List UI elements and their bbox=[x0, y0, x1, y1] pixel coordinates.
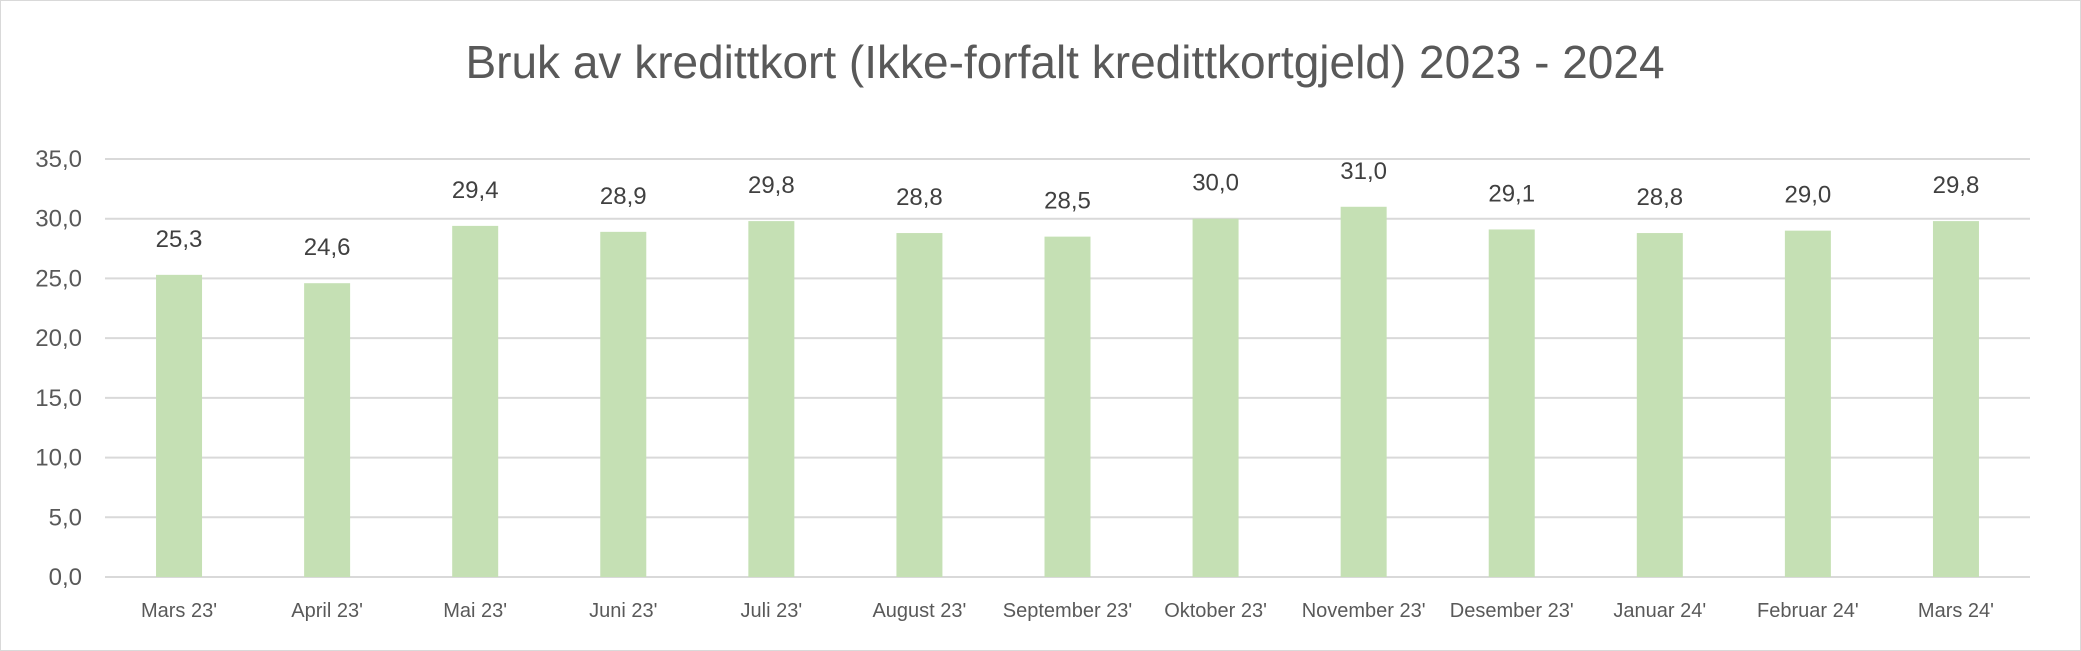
bar bbox=[452, 225, 499, 577]
x-tick-label: Oktober 23' bbox=[1164, 600, 1267, 622]
bar bbox=[896, 233, 943, 577]
bar bbox=[1488, 229, 1535, 577]
y-tick-label: 25,0 bbox=[35, 265, 82, 292]
bar bbox=[1340, 206, 1387, 577]
bar bbox=[156, 274, 203, 577]
chart-title: Bruk av kredittkort (Ikke-forfalt kredit… bbox=[465, 36, 1664, 88]
data-label: 28,5 bbox=[1044, 188, 1091, 215]
y-tick-label: 0,0 bbox=[49, 564, 82, 591]
data-label: 29,0 bbox=[1785, 182, 1832, 209]
x-tick-label: September 23' bbox=[1003, 600, 1132, 622]
x-tick-label: Mars 24' bbox=[1918, 600, 1994, 622]
bar bbox=[600, 231, 647, 577]
bar bbox=[748, 221, 795, 578]
x-tick-label: Juni 23' bbox=[589, 600, 657, 622]
x-tick-label: Desember 23' bbox=[1450, 600, 1574, 622]
data-label: 28,8 bbox=[896, 184, 943, 211]
data-label: 28,8 bbox=[1636, 184, 1683, 211]
x-tick-label: April 23' bbox=[291, 600, 363, 622]
y-tick-label: 10,0 bbox=[35, 445, 82, 472]
x-tick-label: August 23' bbox=[872, 600, 966, 622]
data-label: 29,8 bbox=[1933, 172, 1980, 199]
x-tick-label: Februar 24' bbox=[1757, 600, 1859, 622]
data-label: 29,8 bbox=[748, 172, 795, 199]
data-label: 30,0 bbox=[1192, 170, 1239, 197]
data-label: 29,1 bbox=[1488, 180, 1535, 207]
x-tick-label: November 23' bbox=[1302, 600, 1426, 622]
data-label: 29,4 bbox=[452, 177, 499, 204]
x-tick-label: Mai 23' bbox=[443, 600, 507, 622]
data-label: 25,3 bbox=[156, 226, 203, 253]
y-axis-tick-labels: 0,0 5,0 10,0 15,0 20,0 25,0 30,0 35,0 bbox=[35, 146, 82, 591]
y-tick-label: 35,0 bbox=[35, 146, 82, 173]
x-tick-label: Januar 24' bbox=[1613, 600, 1706, 622]
bar bbox=[1044, 236, 1091, 577]
y-tick-label: 30,0 bbox=[35, 206, 82, 233]
y-tick-label: 15,0 bbox=[35, 385, 82, 412]
data-labels: 25,3 24,6 29,4 28,9 29,8 28,8 28,5 30,0 31,0 29,1… bbox=[156, 158, 1980, 261]
x-tick-label: Mars 23' bbox=[141, 600, 217, 622]
y-tick-label: 20,0 bbox=[35, 325, 82, 352]
bar bbox=[1784, 230, 1831, 577]
data-label: 31,0 bbox=[1340, 158, 1387, 185]
bars bbox=[156, 206, 1979, 578]
bar bbox=[1192, 218, 1239, 577]
data-label: 24,6 bbox=[304, 234, 351, 261]
bar bbox=[1932, 221, 1979, 578]
bar bbox=[304, 283, 351, 577]
data-label: 28,9 bbox=[600, 183, 647, 210]
bar bbox=[1636, 233, 1683, 577]
x-axis-tick-labels: Mars 23' April 23' Mai 23' Juni 23' Juli 23'… bbox=[141, 600, 1994, 622]
x-tick-label: Juli 23' bbox=[741, 600, 803, 622]
y-tick-label: 5,0 bbox=[49, 504, 82, 531]
